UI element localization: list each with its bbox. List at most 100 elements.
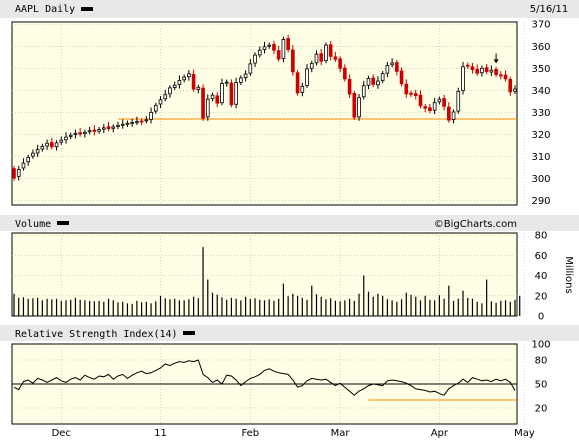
candle-body [480, 67, 484, 74]
x-tick-label: Dec [52, 428, 71, 439]
price-tick-label: 340 [531, 86, 550, 97]
price-tick-label: 320 [531, 130, 550, 141]
candle-body [357, 97, 361, 118]
candle-body [428, 107, 432, 112]
candle-body [272, 44, 276, 51]
candle-body [73, 132, 78, 135]
candle-body [248, 63, 253, 74]
rsi-tick-label: 50 [535, 380, 548, 391]
candle-body [447, 106, 451, 121]
candle-body [215, 95, 220, 104]
price-candles [12, 34, 517, 181]
candle-body [338, 58, 342, 69]
x-axis: Dec 11 Feb Mar Apr May [52, 428, 535, 439]
candle-body [513, 88, 517, 92]
candle-body [40, 145, 45, 150]
candle-body [168, 87, 172, 95]
candle-body [111, 126, 116, 129]
rsi-line [13, 359, 516, 396]
candle-body [309, 63, 314, 69]
candle-body [35, 149, 40, 154]
candle-body [64, 136, 68, 141]
candle-body [144, 119, 149, 122]
volume-strip [0, 215, 579, 231]
price-axis: 290 300 310 320 330 340 350 360 370 [531, 20, 550, 207]
candle-body [205, 98, 210, 118]
candle-body [508, 78, 513, 93]
volume-tick-label: 60 [535, 251, 548, 262]
candle-body [191, 74, 196, 90]
volume-legend-swatch [57, 221, 69, 225]
ticker-label: AAPL Daily [15, 4, 75, 15]
candle-body [21, 162, 26, 169]
candle-body [130, 122, 134, 124]
candle-body [220, 83, 224, 104]
candle-body [305, 68, 309, 86]
price-tick-label: 360 [531, 42, 550, 53]
candle-body [149, 111, 153, 120]
candle-body [314, 53, 319, 64]
date-label: 5/16/11 [530, 4, 569, 15]
x-tick-label: Mar [331, 428, 351, 439]
candle-body [106, 126, 111, 130]
x-tick-label: May [514, 428, 535, 439]
rsi-tick-label: 20 [535, 404, 548, 415]
candle-body [380, 73, 385, 82]
price-tick-label: 350 [531, 64, 550, 75]
rsi-strip [0, 325, 579, 341]
candle-body [87, 130, 92, 133]
candle-body [234, 82, 238, 105]
candle-body [54, 142, 59, 147]
candle-body [26, 156, 30, 163]
rsi-lines [12, 359, 517, 401]
volume-axis: 0 20 40 60 80 [535, 231, 548, 323]
rsi-tick-label: 100 [531, 340, 550, 351]
candle-body [366, 78, 371, 86]
candle-body [172, 84, 177, 88]
volume-unit-label: Millions [563, 256, 574, 293]
candle-body [456, 91, 461, 112]
candle-body [101, 127, 106, 130]
rsi-tick-label: 80 [535, 356, 548, 367]
candle-body [97, 129, 101, 132]
candle-body [404, 83, 409, 95]
candle-body [461, 66, 465, 91]
candle-body [300, 85, 305, 93]
candle-body [201, 87, 205, 119]
volume-tick-label: 80 [535, 231, 548, 242]
rsi-axis: 20 50 80 100 [531, 340, 550, 415]
candle-body [116, 125, 120, 127]
candle-body [347, 78, 352, 95]
candle-body [343, 67, 347, 80]
candle-body [319, 53, 324, 62]
candle-body [239, 77, 243, 83]
candle-body [361, 85, 366, 98]
candle-body [120, 123, 125, 126]
candle-body [399, 70, 404, 85]
candle-body [489, 69, 494, 73]
volume-panel [11, 232, 518, 317]
watermark: ©BigCharts.com [434, 219, 517, 230]
candle-body [371, 77, 376, 85]
candle-body [187, 73, 191, 78]
rsi-label: Relative Strength Index(14) [15, 329, 178, 340]
candle-body [135, 121, 139, 124]
candle-body [182, 76, 186, 81]
candle-body [158, 99, 163, 105]
candle-body [395, 62, 399, 72]
x-tick-label: Apr [431, 428, 449, 439]
candle-body [59, 139, 64, 143]
candle-body [12, 168, 16, 179]
candle-body [253, 54, 257, 64]
candle-body [224, 81, 229, 84]
candle-body [437, 98, 442, 103]
price-legend-swatch [81, 7, 93, 11]
candle-body [291, 49, 295, 73]
volume-label: Volume [15, 219, 51, 230]
candle-body [475, 68, 480, 74]
candle-body [503, 74, 508, 80]
volume-bars [13, 247, 521, 316]
candle-body [484, 67, 489, 73]
